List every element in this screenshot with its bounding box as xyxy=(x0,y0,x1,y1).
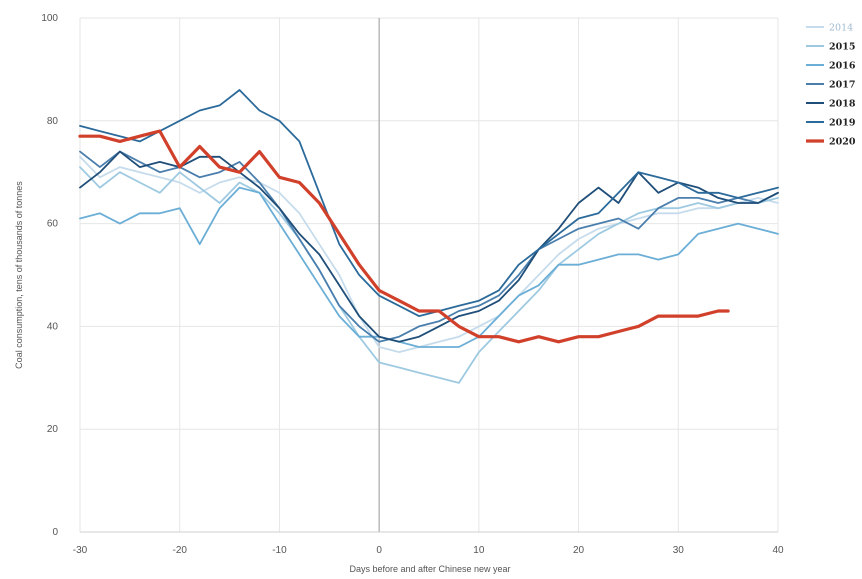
legend: 2014 2015 2016 2017 2018 2019 2020 xyxy=(806,23,856,148)
y-tick-label: 100 xyxy=(41,13,58,24)
x-tick-label: -10 xyxy=(272,545,287,556)
y-tick-label: 60 xyxy=(47,219,59,230)
y-tick-label: 0 xyxy=(52,527,58,538)
y-tick-label: 80 xyxy=(47,116,59,127)
legend-label-2017: 2017 xyxy=(829,80,855,91)
y-tick-label: 40 xyxy=(47,321,59,332)
legend-label-2016: 2016 xyxy=(829,61,856,72)
y-tick-labels: 0 20 40 60 80 100 xyxy=(41,13,58,538)
x-tick-label: -30 xyxy=(73,545,88,556)
legend-label-2014: 2014 xyxy=(829,23,853,34)
grid xyxy=(79,17,779,533)
x-tick-label: 20 xyxy=(573,545,585,556)
series-line-2014 xyxy=(79,155,779,353)
series-line-2020 xyxy=(78,129,730,344)
series-lines xyxy=(78,89,779,384)
y-tick-label: 20 xyxy=(47,424,59,435)
x-tick-label: 40 xyxy=(772,545,784,556)
x-tick-labels: -30 -20 -10 0 10 20 30 40 xyxy=(73,545,784,556)
x-tick-label: 10 xyxy=(473,545,485,556)
x-tick-label: -20 xyxy=(172,545,187,556)
legend-label-2015: 2015 xyxy=(829,42,855,53)
series-line-2017 xyxy=(79,150,779,343)
series-line-2019 xyxy=(79,89,779,317)
series-line-2016 xyxy=(79,186,779,348)
series-line-2015 xyxy=(79,166,779,384)
y-axis-title: Coal consumption, tens of thousands of t… xyxy=(14,181,24,369)
x-tick-label: 30 xyxy=(673,545,685,556)
x-tick-label: 0 xyxy=(376,545,382,556)
legend-label-2019: 2019 xyxy=(829,118,856,129)
series-line-2018 xyxy=(79,150,779,343)
legend-label-2018: 2018 xyxy=(829,99,856,110)
legend-label-2020: 2020 xyxy=(829,137,856,148)
x-axis-title: Days before and after Chinese new year xyxy=(349,564,510,574)
